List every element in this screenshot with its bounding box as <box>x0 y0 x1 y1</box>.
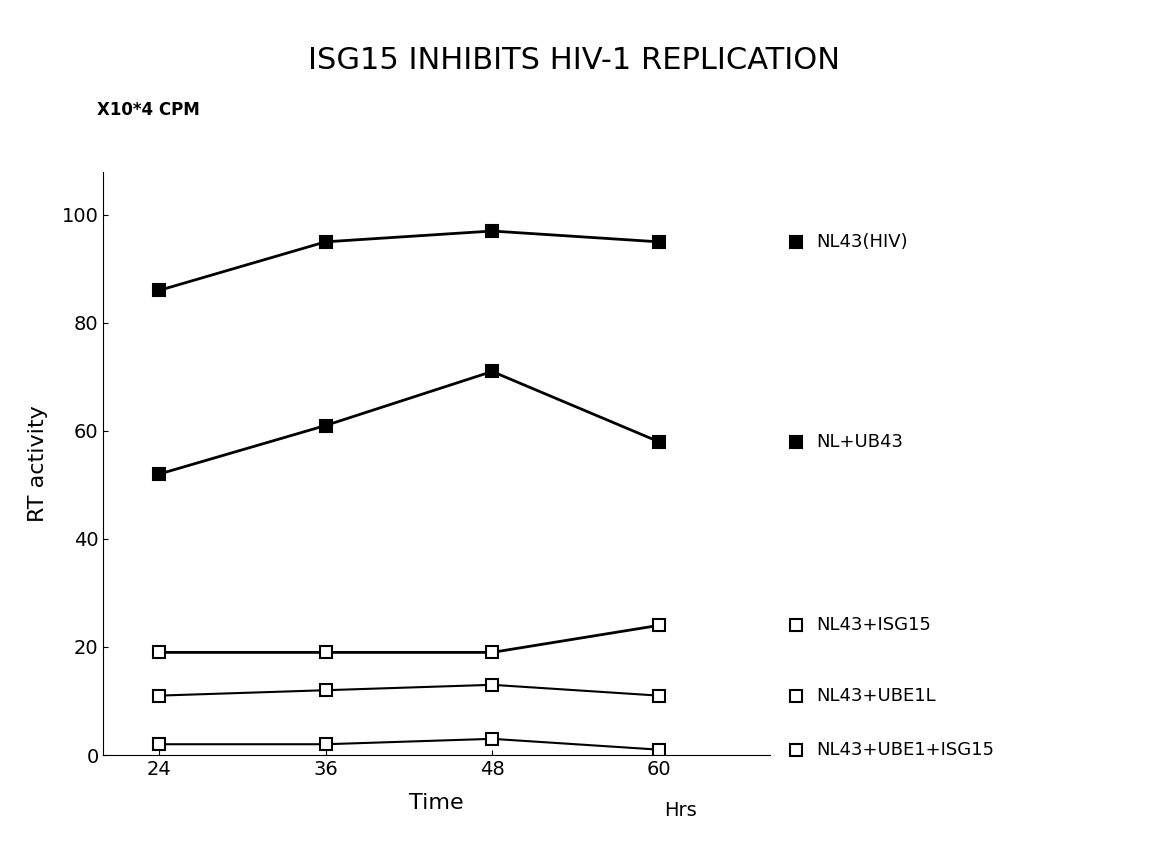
Text: NL43+UBE1+ISG15: NL43+UBE1+ISG15 <box>817 740 995 758</box>
Text: NL43+ISG15: NL43+ISG15 <box>817 616 932 634</box>
Text: Hrs: Hrs <box>664 801 697 820</box>
X-axis label: Time: Time <box>409 793 464 813</box>
Text: NL43(HIV): NL43(HIV) <box>817 233 908 251</box>
Text: X10*4 CPM: X10*4 CPM <box>97 101 200 119</box>
Text: NL43+UBE1L: NL43+UBE1L <box>817 686 936 704</box>
Text: NL+UB43: NL+UB43 <box>817 432 903 450</box>
Text: ISG15 INHIBITS HIV-1 REPLICATION: ISG15 INHIBITS HIV-1 REPLICATION <box>308 45 841 75</box>
Y-axis label: RT activity: RT activity <box>28 405 48 522</box>
